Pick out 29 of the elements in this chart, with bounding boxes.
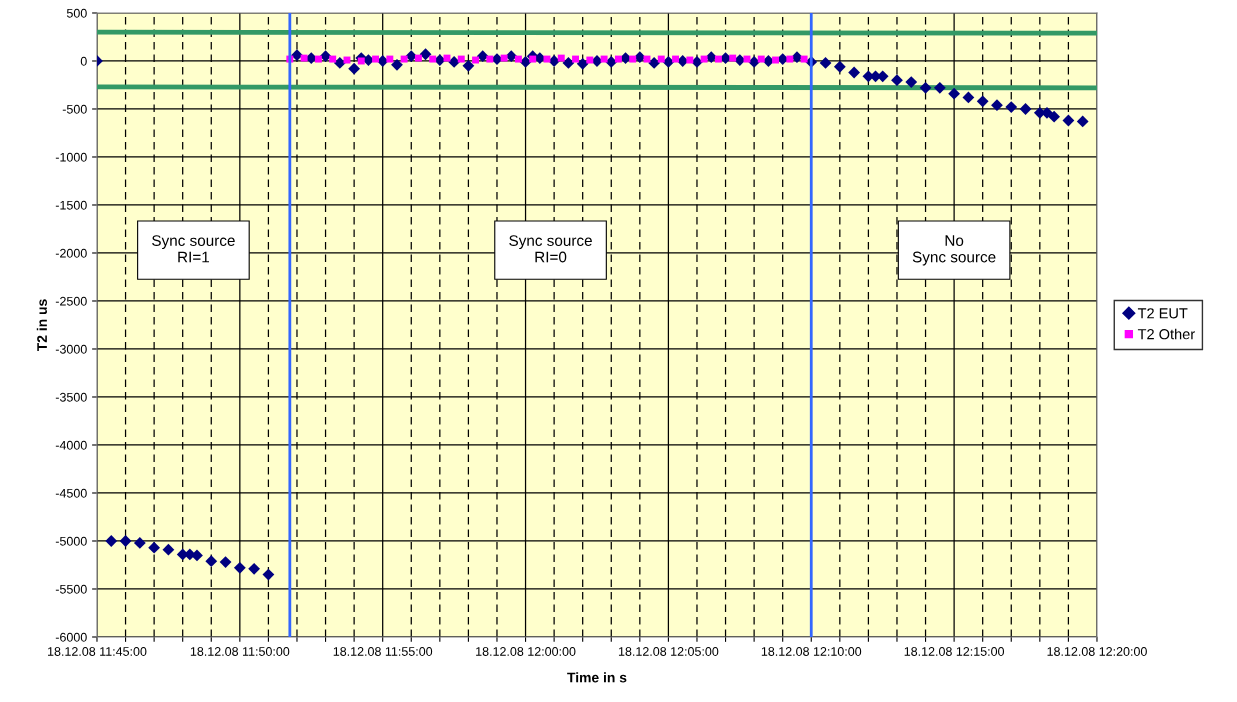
annotation: Sync source RI=1 (152, 235, 235, 263)
x-tick-label: 18.12.08 11:55:00 (333, 647, 433, 656)
annotation: No Sync source (912, 235, 996, 266)
legend-label: T2 EUT (1137, 308, 1188, 319)
x-tick-label: 18.12.08 12:20:00 (1047, 647, 1147, 656)
y-axis-title: T2 in us (36, 299, 47, 352)
y-tick-label: -4000 (55, 440, 87, 450)
y-tick-label: -6000 (55, 632, 87, 642)
annotation: Sync source RI=0 (509, 235, 592, 263)
x-tick-label: 18.12.08 11:45:00 (48, 647, 147, 656)
y-tick-label: -4500 (55, 488, 87, 498)
x-tick-label: 18.12.08 11:50:00 (190, 647, 290, 656)
y-tick-label: -2000 (55, 248, 87, 258)
legend-label: T2 Other (1137, 328, 1195, 340)
y-tick-label: -3500 (55, 392, 87, 402)
y-tick-label: -1000 (55, 152, 87, 162)
y-tick-label: -5500 (55, 584, 87, 594)
y-tick-label: 500 (66, 8, 87, 18)
y-tick-label: -1500 (55, 200, 87, 210)
y-tick-label: -3000 (55, 344, 87, 354)
x-tick-label: 18.12.08 12:15:00 (904, 647, 1005, 656)
x-axis-title: Time in s (567, 672, 627, 683)
y-tick-label: -2500 (55, 296, 87, 306)
y-tick-label: -5000 (55, 536, 87, 546)
x-tick-label: 18.12.08 12:00:00 (476, 647, 576, 656)
y-tick-label: 0 (80, 56, 87, 66)
y-tick-label: -500 (62, 104, 87, 114)
x-tick-label: 18.12.08 12:10:00 (761, 647, 862, 656)
x-tick-label: 18.12.08 12:05:00 (618, 647, 719, 656)
